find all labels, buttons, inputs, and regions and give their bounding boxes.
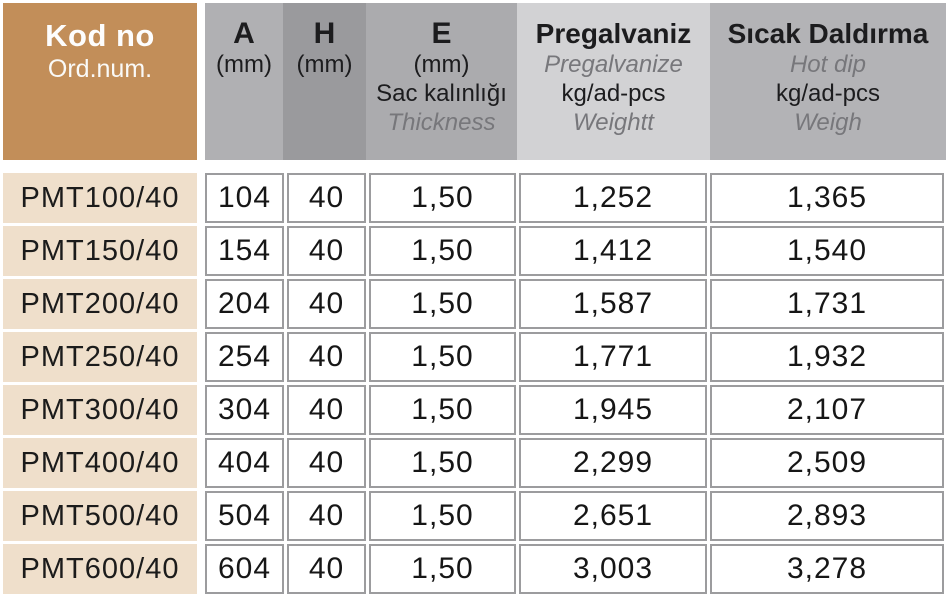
hotdip-weight-cell: 2,509 bbox=[710, 438, 944, 488]
pregalvaniz-weight-cell: 1,587 bbox=[519, 279, 707, 329]
a-value-cell: 504 bbox=[205, 491, 284, 541]
header-hot-label-en: Weigh bbox=[794, 109, 862, 136]
header-pre-unit: kg/ad-pcs bbox=[561, 80, 666, 107]
table-body: PMT100/40 104 40 1,50 1,252 1,365 PMT150… bbox=[3, 173, 944, 594]
header-hot-title: Sıcak Daldırma bbox=[727, 18, 929, 49]
header-kod-subtitle: Ord.num. bbox=[47, 55, 153, 83]
pregalvaniz-weight-cell: 2,651 bbox=[519, 491, 707, 541]
a-value-cell: 604 bbox=[205, 544, 284, 594]
a-value-cell: 404 bbox=[205, 438, 284, 488]
header-col-sicak-daldirma: Sıcak Daldırma Hot dip kg/ad-pcs Weigh bbox=[710, 3, 946, 160]
a-value-cell: 204 bbox=[205, 279, 284, 329]
pregalvaniz-weight-cell: 2,299 bbox=[519, 438, 707, 488]
code-cell: PMT300/40 bbox=[3, 385, 202, 435]
h-value-cell: 40 bbox=[287, 173, 366, 223]
header-pre-label-en: Weightt bbox=[573, 109, 654, 136]
header-col-a: A (mm) bbox=[205, 3, 283, 160]
h-value-cell: 40 bbox=[287, 385, 366, 435]
h-value-cell: 40 bbox=[287, 438, 366, 488]
hotdip-weight-cell: 2,893 bbox=[710, 491, 944, 541]
header-pre-title: Pregalvaniz bbox=[535, 18, 692, 49]
hotdip-weight-cell: 1,540 bbox=[710, 226, 944, 276]
header-col-pregalvaniz: Pregalvaniz Pregalvanize kg/ad-pcs Weigh… bbox=[517, 3, 710, 160]
header-col-h: H (mm) bbox=[283, 3, 366, 160]
code-cell: PMT250/40 bbox=[3, 332, 202, 382]
code-cell: PMT100/40 bbox=[3, 173, 202, 223]
pregalvaniz-weight-cell: 1,771 bbox=[519, 332, 707, 382]
e-thickness-cell: 1,50 bbox=[369, 385, 516, 435]
code-cell: PMT600/40 bbox=[3, 544, 202, 594]
a-value-cell: 254 bbox=[205, 332, 284, 382]
pregalvaniz-weight-cell: 1,945 bbox=[519, 385, 707, 435]
header-e-desc-tr: Sac kalınlığı bbox=[376, 80, 507, 107]
header-e-unit: (mm) bbox=[413, 51, 470, 78]
hotdip-weight-cell: 2,107 bbox=[710, 385, 944, 435]
pregalvaniz-weight-cell: 1,412 bbox=[519, 226, 707, 276]
e-thickness-cell: 1,50 bbox=[369, 544, 516, 594]
a-value-cell: 154 bbox=[205, 226, 284, 276]
e-thickness-cell: 1,50 bbox=[369, 491, 516, 541]
header-a-title: A bbox=[233, 17, 255, 50]
a-value-cell: 304 bbox=[205, 385, 284, 435]
h-value-cell: 40 bbox=[287, 332, 366, 382]
header-hot-title-en: Hot dip bbox=[789, 51, 867, 78]
a-value-cell: 104 bbox=[205, 173, 284, 223]
e-thickness-cell: 1,50 bbox=[369, 226, 516, 276]
h-value-cell: 40 bbox=[287, 279, 366, 329]
e-thickness-cell: 1,50 bbox=[369, 438, 516, 488]
code-cell: PMT200/40 bbox=[3, 279, 202, 329]
header-a-unit: (mm) bbox=[216, 51, 272, 78]
hotdip-weight-cell: 3,278 bbox=[710, 544, 944, 594]
code-cell: PMT500/40 bbox=[3, 491, 202, 541]
header-hot-unit: kg/ad-pcs bbox=[775, 80, 881, 107]
header-kod-no: Kod no Ord.num. bbox=[3, 3, 197, 160]
e-thickness-cell: 1,50 bbox=[369, 279, 516, 329]
header-col-e: E (mm) Sac kalınlığı Thickness bbox=[366, 3, 517, 160]
header-pre-title-en: Pregalvanize bbox=[544, 51, 683, 78]
h-value-cell: 40 bbox=[287, 491, 366, 541]
code-cell: PMT400/40 bbox=[3, 438, 202, 488]
h-value-cell: 40 bbox=[287, 544, 366, 594]
pregalvaniz-weight-cell: 3,003 bbox=[519, 544, 707, 594]
hotdip-weight-cell: 1,731 bbox=[710, 279, 944, 329]
header-h-unit: (mm) bbox=[296, 51, 353, 78]
header-h-title: H bbox=[313, 17, 336, 50]
code-cell: PMT150/40 bbox=[3, 226, 202, 276]
table-header: Kod no Ord.num. A (mm) H (mm) E (mm) Sac… bbox=[3, 3, 946, 160]
pregalvaniz-weight-cell: 1,252 bbox=[519, 173, 707, 223]
header-e-title: E bbox=[431, 17, 452, 50]
header-kod-title: Kod no bbox=[45, 18, 155, 53]
header-e-desc-en: Thickness bbox=[387, 109, 496, 136]
hotdip-weight-cell: 1,365 bbox=[710, 173, 944, 223]
e-thickness-cell: 1,50 bbox=[369, 332, 516, 382]
h-value-cell: 40 bbox=[287, 226, 366, 276]
e-thickness-cell: 1,50 bbox=[369, 173, 516, 223]
hotdip-weight-cell: 1,932 bbox=[710, 332, 944, 382]
